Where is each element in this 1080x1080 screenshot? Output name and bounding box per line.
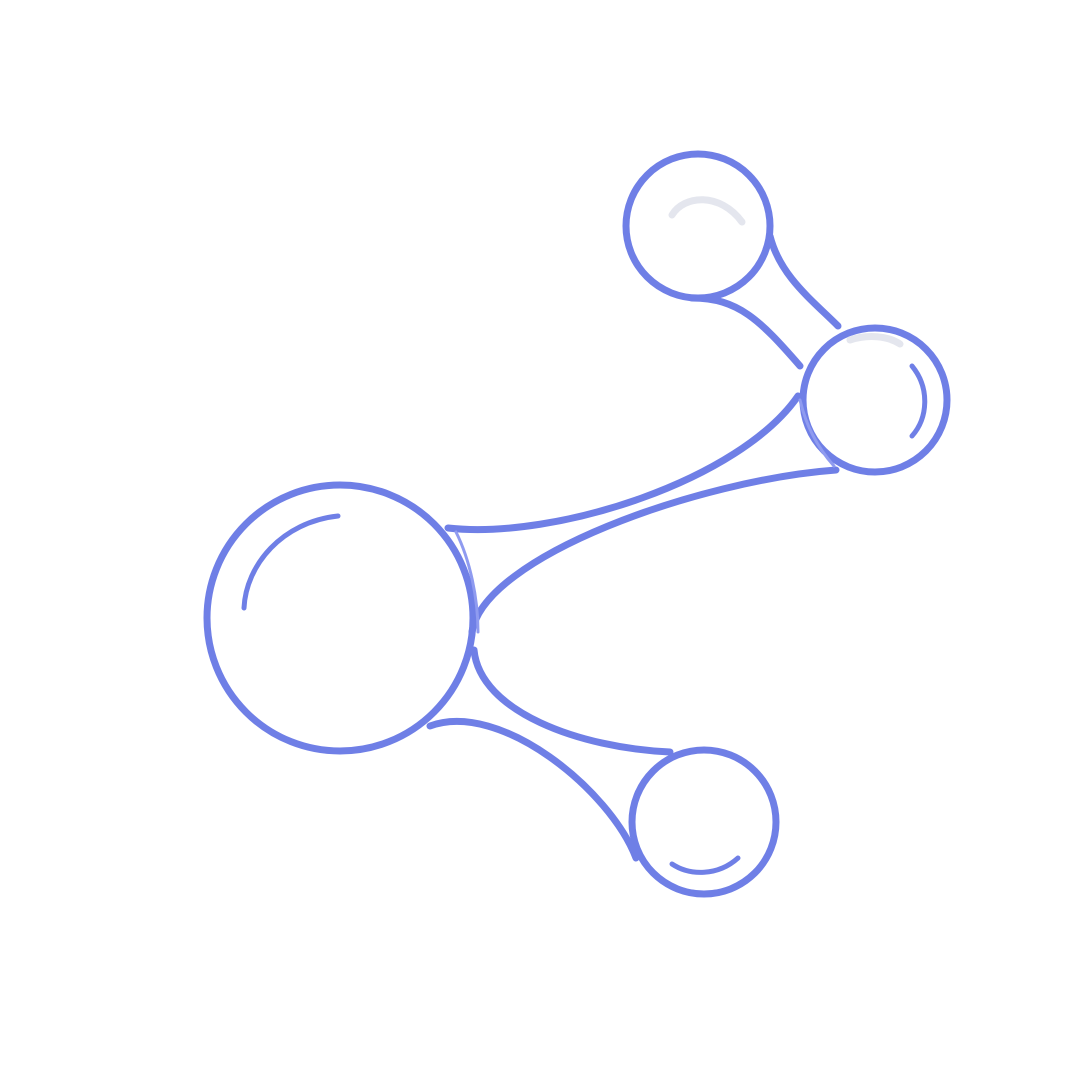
large-node-circle (203, 481, 477, 755)
top-node-shine (668, 196, 746, 226)
large-node-highlight (241, 513, 341, 611)
lower-arm-outer (470, 646, 674, 756)
right-node-shine (846, 333, 904, 348)
upper-arm-outer (444, 392, 802, 534)
lower-arm-inner (426, 717, 640, 862)
upper-arm-junction (454, 530, 480, 634)
bottom-node-highlight (669, 855, 741, 875)
right-node-circle (799, 324, 951, 476)
upper-arm-inner (468, 466, 840, 636)
upper-neck-outer (766, 232, 842, 330)
top-node-circle (622, 150, 774, 302)
upper-arm-right-junction (798, 398, 836, 468)
right-node-highlight (909, 363, 928, 439)
upper-neck-inner (688, 294, 804, 370)
bottom-node-circle (628, 746, 780, 898)
